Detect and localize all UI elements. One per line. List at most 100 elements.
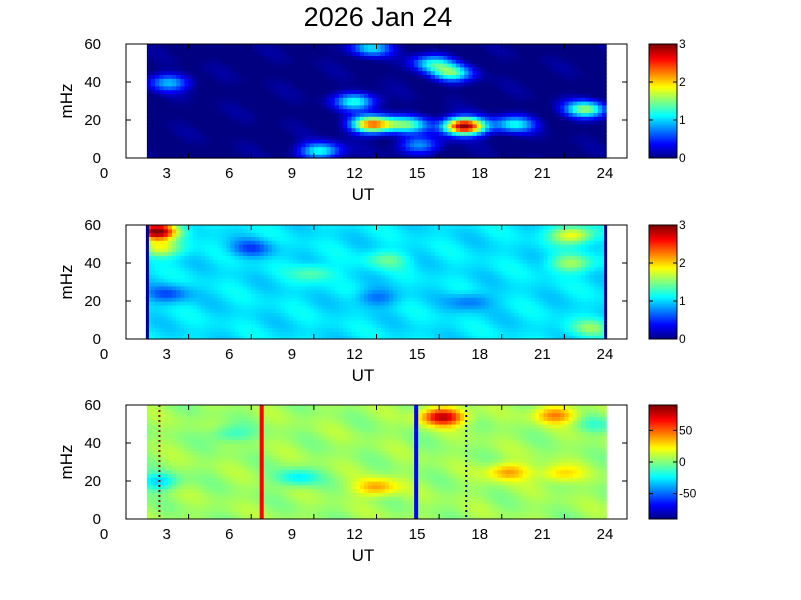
heatmap-cell <box>443 150 449 155</box>
heatmap-cell <box>192 66 198 72</box>
heatmap-cell <box>443 82 449 87</box>
heatmap-cell <box>501 55 507 60</box>
heatmap-cell <box>276 251 282 256</box>
heatmap-cell <box>188 304 194 310</box>
heatmap-cell <box>151 327 156 332</box>
heatmap-cell <box>201 335 206 340</box>
heatmap-cell <box>309 154 315 159</box>
heatmap-cell <box>322 266 327 272</box>
heatmap-cell <box>589 127 595 132</box>
heatmap-cell <box>468 146 474 151</box>
heatmap-cell <box>226 74 231 79</box>
heatmap-cell <box>414 51 419 56</box>
heatmap-cell <box>351 44 357 49</box>
heatmap-cell <box>380 44 386 49</box>
heatmap-cell <box>560 127 565 132</box>
heatmap-cell <box>263 270 269 275</box>
heatmap-cell <box>334 120 340 125</box>
heatmap-cell <box>226 108 231 113</box>
heatmap-cell <box>322 59 327 64</box>
heatmap-cell <box>222 131 227 136</box>
heatmap-cell <box>230 255 236 260</box>
heatmap-cell <box>205 127 211 132</box>
heatmap-cell <box>293 70 298 75</box>
heatmap-cell <box>263 142 269 148</box>
heatmap-cell <box>217 139 223 144</box>
heatmap-cell <box>576 82 582 87</box>
heatmap-cell <box>276 85 282 91</box>
heatmap-cell <box>330 131 336 136</box>
heatmap-cell <box>547 97 553 102</box>
heatmap-cell <box>192 150 198 155</box>
heatmap-cell <box>276 146 282 151</box>
heatmap-cell <box>393 120 398 125</box>
heatmap-cell <box>255 232 261 237</box>
heatmap-cell <box>201 78 206 83</box>
heatmap-cell <box>322 301 327 306</box>
colorbar-swatch <box>649 124 677 127</box>
heatmap-cell <box>430 55 436 60</box>
heatmap-cell <box>309 247 315 253</box>
heatmap-cell <box>455 101 461 106</box>
heatmap-cell <box>389 66 394 72</box>
heatmap-cell <box>171 232 177 237</box>
heatmap-cell <box>334 244 340 249</box>
heatmap-cell <box>305 335 311 340</box>
heatmap-cell <box>297 101 302 106</box>
heatmap-cell <box>363 59 369 64</box>
heatmap-cell <box>230 266 236 272</box>
colorbar-swatch <box>649 115 677 118</box>
heatmap-cell <box>171 120 177 125</box>
heatmap-cell <box>238 323 244 329</box>
heatmap-cell <box>572 51 578 56</box>
heatmap-cell <box>535 82 540 87</box>
heatmap-cell <box>293 85 298 91</box>
heatmap-cell <box>226 82 231 87</box>
heatmap-cell <box>338 82 344 87</box>
heatmap-cell <box>359 104 365 110</box>
heatmap-cell <box>326 312 332 317</box>
heatmap-cell <box>251 289 257 294</box>
heatmap-cell <box>543 78 549 83</box>
heatmap-cell <box>326 293 332 298</box>
heatmap-cell <box>347 93 353 98</box>
heatmap-cell <box>472 63 478 68</box>
heatmap-cell <box>184 327 190 332</box>
heatmap-cell <box>180 47 186 53</box>
x-tick-label: 15 <box>409 165 426 182</box>
heatmap-cell <box>338 112 344 117</box>
heatmap-cell <box>601 93 607 98</box>
heatmap-cell <box>564 120 570 125</box>
heatmap-cell <box>284 112 290 117</box>
heatmap-cell <box>242 123 248 129</box>
heatmap-cell <box>581 131 586 136</box>
heatmap-cell <box>201 278 206 283</box>
heatmap-cell <box>192 108 198 113</box>
heatmap-cell <box>393 47 398 53</box>
heatmap-cell <box>201 331 206 336</box>
heatmap-cell <box>238 150 244 155</box>
heatmap-cell <box>167 232 173 237</box>
heatmap-cell <box>434 47 440 53</box>
heatmap-cell <box>297 112 302 117</box>
heatmap-cell <box>326 44 332 49</box>
heatmap-cell <box>259 335 265 340</box>
heatmap-cell <box>414 66 419 72</box>
heatmap-cell <box>180 236 186 241</box>
heatmap-cell <box>497 135 503 140</box>
heatmap-cell <box>226 247 231 253</box>
heatmap-cell <box>518 93 524 98</box>
heatmap-cell <box>543 44 549 49</box>
heatmap-cell <box>288 301 294 306</box>
heatmap-cell <box>485 78 490 83</box>
heatmap-cell <box>255 116 261 121</box>
heatmap-cell <box>351 150 357 155</box>
colorbar-swatch <box>649 111 677 114</box>
heatmap-cell <box>363 108 369 113</box>
heatmap-cell <box>163 78 169 83</box>
heatmap-cell <box>297 47 302 53</box>
heatmap-cell <box>222 240 227 245</box>
heatmap-cell <box>601 142 607 148</box>
heatmap-cell <box>326 74 332 79</box>
heatmap-cell <box>255 101 261 106</box>
